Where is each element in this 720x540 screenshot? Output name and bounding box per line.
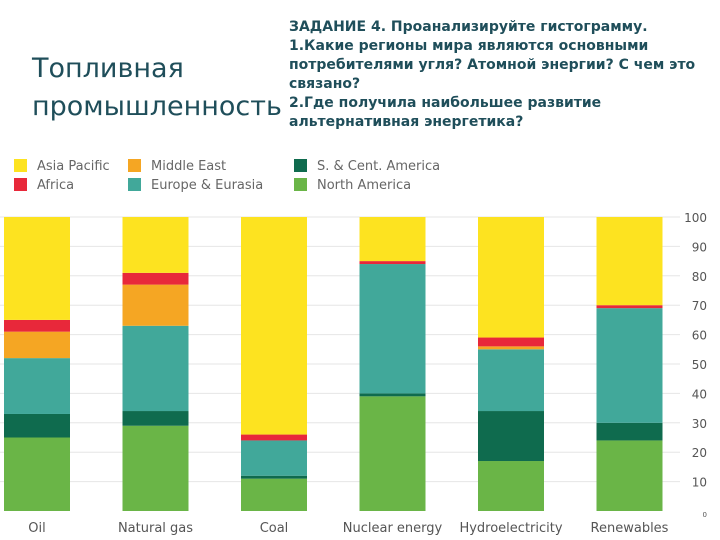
x-category-label: Natural gas — [118, 521, 193, 536]
bar-segment-hydroelectricity-asia-pacific — [478, 217, 544, 338]
y-tick-label: 20 — [692, 446, 707, 460]
chart-gridlines — [0, 216, 680, 483]
y-tick-label: 50 — [692, 358, 707, 372]
chart-y-axis: 0 10 20 30 40 50 60 70 80 90 100 — [684, 211, 707, 519]
legend-label-middle-east: Middle East — [151, 159, 227, 174]
bar-segment-hydroelectricity-middle-east — [478, 346, 544, 350]
task-text: ЗАДАНИЕ 4. Проанализируйте гистограмму. … — [289, 18, 714, 142]
y-tick-label: 0 — [703, 511, 707, 519]
bar-segment-nuclear-energy-north-america — [359, 396, 426, 511]
y-tick-label: 30 — [692, 417, 707, 431]
y-tick-label: 80 — [692, 270, 707, 284]
bar-segment-natural-gas-north-america — [122, 425, 189, 511]
legend-swatch-africa — [14, 178, 27, 191]
y-tick-label: 60 — [692, 329, 707, 343]
bar-segment-renewables-africa — [596, 305, 663, 309]
bar-segment-renewables-north-america — [596, 440, 663, 511]
bar-segment-nuclear-energy-africa — [359, 261, 426, 265]
chart-x-axis: Oil Natural gas Coal Nuclear energy Hydroele… — [28, 521, 668, 536]
legend-swatch-north-america — [294, 178, 307, 191]
legend-label-s-cent-america: S. & Cent. America — [317, 159, 441, 174]
bar-segment-natural-gas-europe-eurasia — [122, 325, 189, 412]
task-question-2: 2.Где получила наибольшее развитие альте… — [289, 95, 602, 130]
bar-segment-nuclear-energy-asia-pacific — [359, 217, 426, 262]
bar-segment-oil-africa — [4, 319, 70, 332]
bar-segment-natural-gas-asia-pacific — [122, 217, 189, 273]
x-category-label: Renewables — [591, 521, 669, 536]
y-tick-label: 70 — [692, 299, 707, 313]
bar-segment-nuclear-energy-s-cent-america — [359, 393, 426, 397]
bar-segment-natural-gas-s-cent-america — [122, 411, 189, 426]
legend-item-middle-east: Middle East — [128, 158, 226, 176]
chart-bars — [4, 217, 663, 511]
legend-item-north-america: North America — [294, 177, 411, 195]
legend-swatch-s-cent-america — [294, 159, 307, 172]
slide-title-line-1: Топливная — [32, 53, 184, 84]
bar-segment-renewables-europe-eurasia — [596, 308, 663, 423]
bar-segment-coal-europe-eurasia — [241, 440, 307, 476]
legend-label-europe-eurasia: Europe & Eurasia — [151, 178, 264, 193]
legend-item-europe-eurasia: Europe & Eurasia — [128, 177, 263, 195]
bar-segment-renewables-asia-pacific — [596, 217, 663, 306]
legend-swatch-asia-pacific — [14, 159, 27, 172]
bar-segment-hydroelectricity-africa — [478, 337, 544, 347]
bar-segment-oil-s-cent-america — [4, 413, 70, 438]
bar-segment-hydroelectricity-europe-eurasia — [478, 349, 544, 412]
x-category-label: Hydroelectricity — [459, 521, 562, 536]
bar-segment-coal-asia-pacific — [241, 217, 307, 435]
bar-segment-natural-gas-africa — [122, 272, 189, 285]
y-tick-label: 100 — [684, 211, 707, 225]
y-tick-label: 90 — [692, 240, 707, 254]
bar-segment-coal-s-cent-america — [241, 475, 307, 479]
bar-segment-natural-gas-middle-east — [122, 284, 189, 326]
x-category-label: Nuclear energy — [343, 521, 443, 536]
chart-legend: Asia Pacific Middle East S. & Cent. Amer… — [0, 156, 720, 200]
legend-swatch-europe-eurasia — [128, 178, 141, 191]
legend-item-s-cent-america: S. & Cent. America — [294, 158, 440, 176]
bar-segment-oil-north-america — [4, 437, 70, 511]
y-tick-label: 10 — [692, 476, 707, 490]
slide-title: Топливная промышленность — [32, 50, 282, 126]
bar-segment-coal-north-america — [241, 478, 307, 511]
legend-label-asia-pacific: Asia Pacific — [37, 159, 110, 174]
task-question-1: 1.Какие регионы мира являются основными … — [289, 38, 696, 92]
bar-segment-hydroelectricity-north-america — [478, 461, 544, 511]
bar-segment-oil-europe-eurasia — [4, 358, 70, 414]
bar-segment-renewables-s-cent-america — [596, 422, 663, 441]
bar-segment-nuclear-energy-europe-eurasia — [359, 264, 426, 394]
slide-title-line-2: промышленность — [32, 91, 282, 122]
stacked-bar-chart: 0 10 20 30 40 50 60 70 80 90 100 Oil Natural gas Coa… — [0, 211, 707, 536]
y-tick-label: 40 — [692, 387, 707, 401]
legend-item-africa: Africa — [14, 177, 74, 195]
task-heading: ЗАДАНИЕ 4. Проанализируйте гистограмму. — [289, 19, 648, 35]
bar-segment-oil-asia-pacific — [4, 217, 70, 320]
legend-label-north-america: North America — [317, 178, 412, 193]
bar-segment-oil-middle-east — [4, 331, 70, 359]
legend-label-africa: Africa — [37, 178, 75, 193]
bar-segment-coal-africa — [241, 434, 307, 441]
legend-swatch-middle-east — [128, 159, 141, 172]
bar-segment-hydroelectricity-s-cent-america — [478, 411, 544, 462]
x-category-label: Coal — [260, 521, 289, 536]
x-category-label: Oil — [28, 521, 45, 536]
legend-item-asia-pacific: Asia Pacific — [14, 158, 110, 176]
